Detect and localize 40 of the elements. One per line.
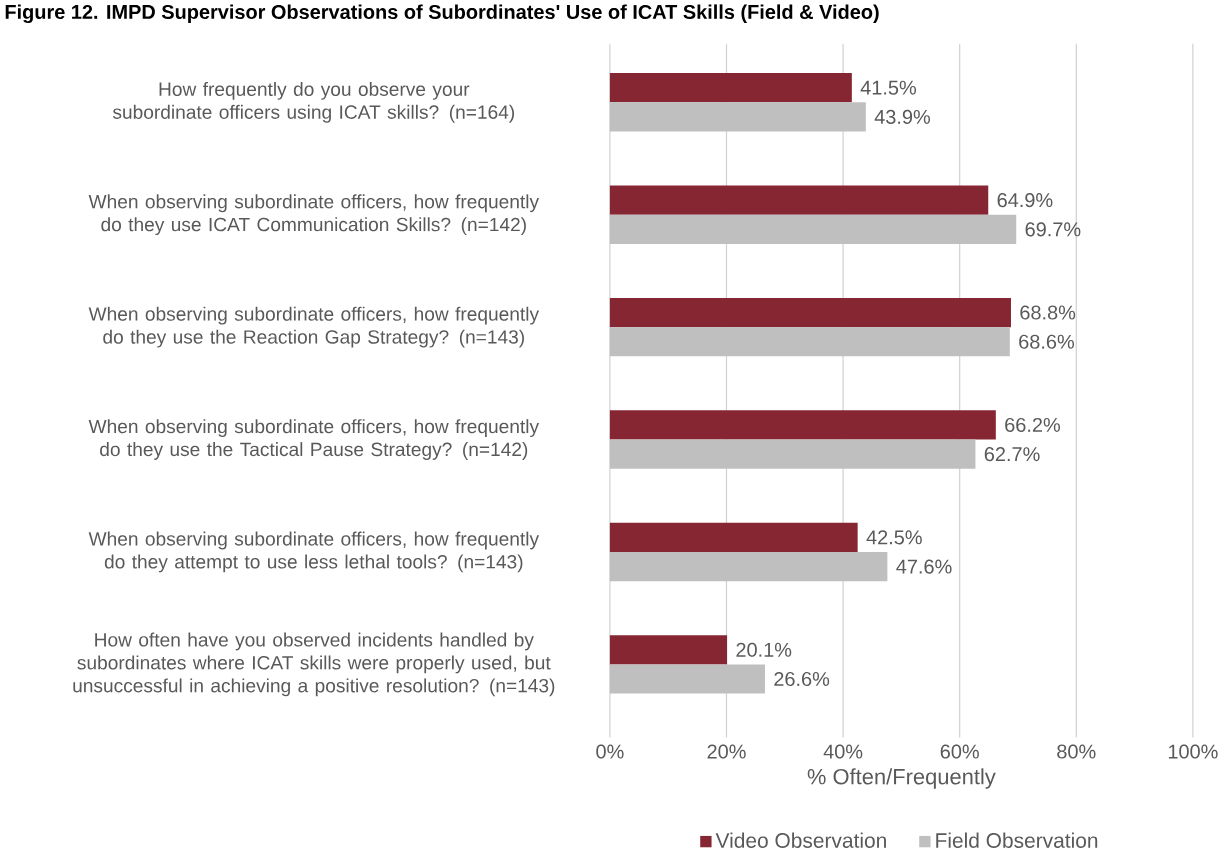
x-axis-title: % Often/Frequently bbox=[807, 768, 996, 789]
x-tick-label: 40% bbox=[823, 744, 863, 759]
x-tick-label: 100% bbox=[1168, 744, 1218, 759]
y-tick-label: How often have you observed incidents handled by subordinates where ICAT skills were properly used, but unsuccessful in achieving a positive resolution? (n=143) bbox=[73, 632, 555, 697]
bar bbox=[609, 439, 976, 469]
bar bbox=[609, 102, 866, 132]
bar bbox=[609, 327, 1010, 357]
bar bbox=[609, 298, 1011, 328]
bar bbox=[609, 552, 888, 582]
bar bbox=[609, 664, 765, 694]
data-label: 42.5% bbox=[866, 530, 922, 545]
data-label: 64.9% bbox=[997, 193, 1053, 208]
data-label: 20.1% bbox=[736, 642, 792, 657]
data-label: 68.8% bbox=[1020, 305, 1076, 320]
y-tick-label: How frequently do you observe your subordinate officers using ICAT skills? (n=164) bbox=[112, 82, 515, 123]
y-tick-label: When observing subordinate officers, how frequently do they use the Reaction Gap Strategy? (n=143) bbox=[88, 306, 540, 348]
data-label: 43.9% bbox=[874, 110, 931, 125]
x-tick-label: 60% bbox=[940, 744, 979, 759]
bar bbox=[609, 522, 858, 553]
bar bbox=[609, 410, 996, 440]
data-label: 41.5% bbox=[860, 80, 917, 95]
data-label: 62.7% bbox=[984, 447, 1040, 462]
data-label: 68.6% bbox=[1019, 334, 1075, 349]
x-tick-label: 0% bbox=[596, 744, 624, 759]
data-label: 26.6% bbox=[774, 672, 830, 687]
bar bbox=[609, 214, 1017, 245]
legend-label: Field Observation bbox=[936, 832, 1098, 849]
y-tick-label: When observing subordinate officers, how frequently do they use ICAT Communication Skills? (n=142) bbox=[88, 194, 540, 236]
bar bbox=[609, 185, 989, 215]
legend-label: Video Observation bbox=[715, 832, 886, 849]
x-tick-label: 80% bbox=[1057, 744, 1096, 759]
data-label: 69.7% bbox=[1025, 222, 1081, 237]
y-tick-label: When observing subordinate officers, how frequently do they use the Tactical Pause Strategy? (n=142) bbox=[88, 419, 540, 461]
bar bbox=[609, 73, 852, 103]
x-tick-label: 20% bbox=[707, 744, 746, 759]
y-tick-label: When observing subordinate officers, how frequently do they attempt to use less lethal tools? (n=143) bbox=[88, 531, 540, 573]
text: Figure 12. IMPD Supervisor Observations of Subordinates' Use of ICAT Skills (Field & Video) bbox=[5, 4, 879, 24]
bar bbox=[609, 635, 728, 665]
data-label: 47.6% bbox=[896, 559, 952, 574]
data-label: 66.2% bbox=[1005, 418, 1061, 433]
